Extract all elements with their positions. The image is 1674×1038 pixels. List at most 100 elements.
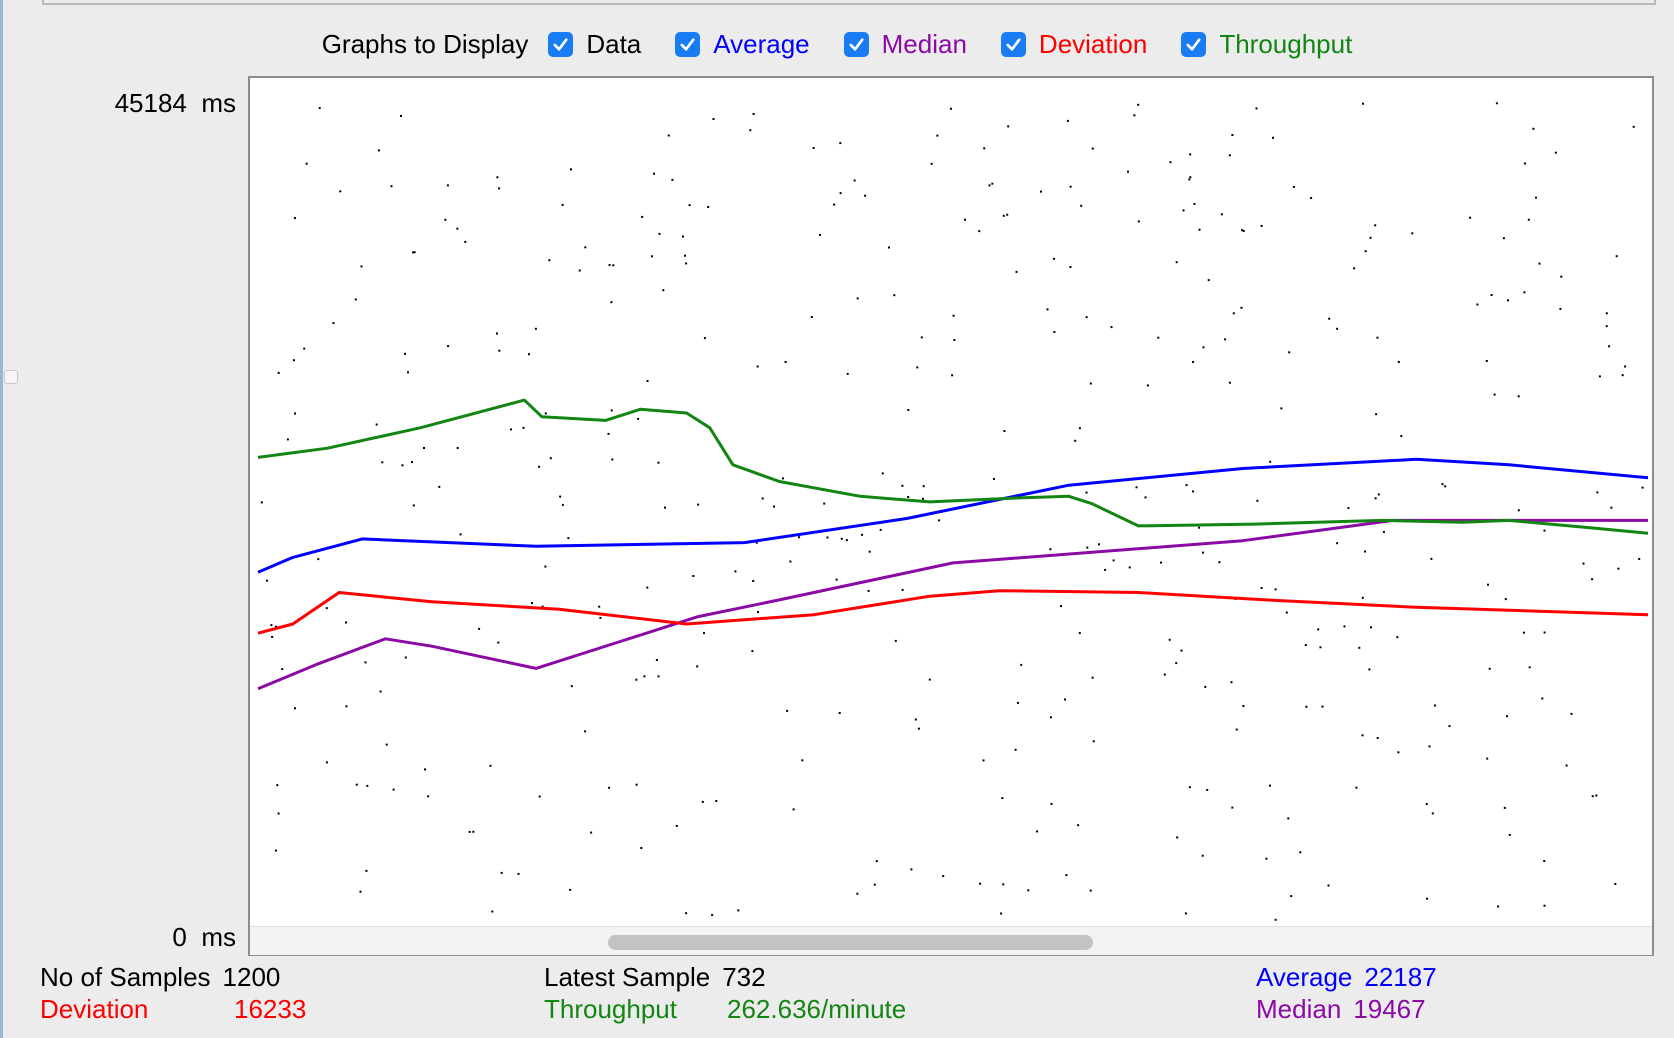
data-point xyxy=(567,537,570,540)
data-point xyxy=(303,347,306,350)
checkbox-median[interactable] xyxy=(843,31,869,57)
data-point xyxy=(401,464,404,467)
data-point xyxy=(1328,317,1331,320)
checkbox-average[interactable] xyxy=(675,31,701,57)
data-point xyxy=(561,503,564,506)
data-point xyxy=(1497,905,1500,908)
legend-throughput-toggle[interactable]: Throughput xyxy=(1181,29,1352,60)
data-point xyxy=(1137,220,1140,223)
data-point xyxy=(703,337,706,340)
data-point xyxy=(653,172,655,175)
data-point xyxy=(464,240,467,243)
data-point xyxy=(1319,646,1322,649)
data-point xyxy=(277,371,280,374)
data-point xyxy=(1089,382,1092,385)
data-point xyxy=(1336,327,1339,330)
data-point xyxy=(1610,506,1613,509)
data-point xyxy=(548,259,551,262)
data-point xyxy=(1228,154,1231,157)
horizontal-scroll-thumb[interactable] xyxy=(608,935,1093,950)
data-point xyxy=(1000,912,1003,915)
legend-data-toggle[interactable]: Data xyxy=(548,29,641,60)
data-point xyxy=(671,178,674,181)
data-point xyxy=(293,217,296,220)
legend-deviation-toggle[interactable]: Deviation xyxy=(1000,28,1148,60)
data-point xyxy=(1046,308,1049,311)
data-point xyxy=(590,831,593,834)
data-point xyxy=(569,888,572,891)
legend-median-toggle[interactable]: Median xyxy=(843,29,967,60)
data-point xyxy=(1517,395,1520,398)
data-point xyxy=(1065,874,1068,877)
data-point xyxy=(916,366,919,369)
data-point xyxy=(1358,646,1361,649)
data-point xyxy=(1128,566,1131,569)
stat-throughput-value: 262.636/minute xyxy=(727,994,907,1024)
data-point xyxy=(1050,802,1053,805)
data-point xyxy=(456,227,459,230)
data-point xyxy=(1027,889,1030,892)
data-point xyxy=(412,504,415,507)
y-axis-min-label: 0 ms xyxy=(172,922,236,953)
stat-latest-value: 732 xyxy=(722,962,766,992)
data-point xyxy=(756,365,759,368)
y-axis-min-value: 0 xyxy=(172,922,187,952)
data-point xyxy=(1374,224,1377,227)
data-point xyxy=(1185,484,1188,487)
checkbox-deviation[interactable] xyxy=(1000,31,1026,57)
y-axis-max-value: 45184 xyxy=(114,88,187,118)
data-point xyxy=(688,204,691,207)
data-point xyxy=(1052,257,1055,260)
data-point xyxy=(459,533,462,536)
data-point xyxy=(1487,583,1489,586)
data-point xyxy=(1290,895,1293,898)
data-point xyxy=(1007,125,1010,128)
legend-average-toggle[interactable]: Average xyxy=(675,28,810,60)
data-point xyxy=(993,478,995,480)
data-point xyxy=(879,528,882,531)
stat-median: Median 19467 xyxy=(1256,994,1426,1025)
legend-deviation-label: Deviation xyxy=(1038,28,1148,59)
data-point xyxy=(692,575,695,577)
window-left-edge xyxy=(0,0,3,1038)
data-point xyxy=(1554,151,1557,154)
data-point xyxy=(703,632,705,635)
data-point xyxy=(411,461,413,464)
data-point xyxy=(517,872,520,875)
data-point xyxy=(861,533,863,536)
data-point xyxy=(792,808,795,811)
data-point xyxy=(472,830,475,833)
data-point xyxy=(364,661,367,664)
data-point xyxy=(1269,784,1271,787)
data-point xyxy=(838,712,841,714)
data-point xyxy=(1144,496,1147,499)
data-point xyxy=(1428,745,1431,748)
stat-average-value: 22187 xyxy=(1364,962,1437,992)
data-point xyxy=(1201,854,1204,857)
data-point xyxy=(1535,196,1537,199)
data-point xyxy=(1220,213,1223,216)
data-point xyxy=(1049,716,1052,719)
checkbox-throughput[interactable] xyxy=(1181,31,1207,57)
data-point xyxy=(498,187,501,190)
data-point xyxy=(1003,430,1006,432)
data-point xyxy=(1202,346,1205,349)
data-point xyxy=(761,497,764,500)
data-point xyxy=(846,372,849,375)
data-point xyxy=(888,246,890,249)
data-point xyxy=(917,727,920,730)
data-point xyxy=(260,501,263,504)
data-point xyxy=(1110,326,1113,329)
data-point xyxy=(1192,361,1195,363)
data-point xyxy=(276,784,279,787)
legend-average-label: Average xyxy=(713,28,810,59)
data-point xyxy=(1608,345,1611,348)
checkbox-data[interactable] xyxy=(548,31,574,57)
data-point xyxy=(657,461,660,464)
data-point xyxy=(1397,361,1400,363)
legend-throughput-label: Throughput xyxy=(1219,28,1353,59)
data-point xyxy=(1382,530,1385,533)
data-point xyxy=(1077,824,1080,827)
data-point xyxy=(682,235,684,238)
split-pane-handle[interactable] xyxy=(4,370,18,384)
